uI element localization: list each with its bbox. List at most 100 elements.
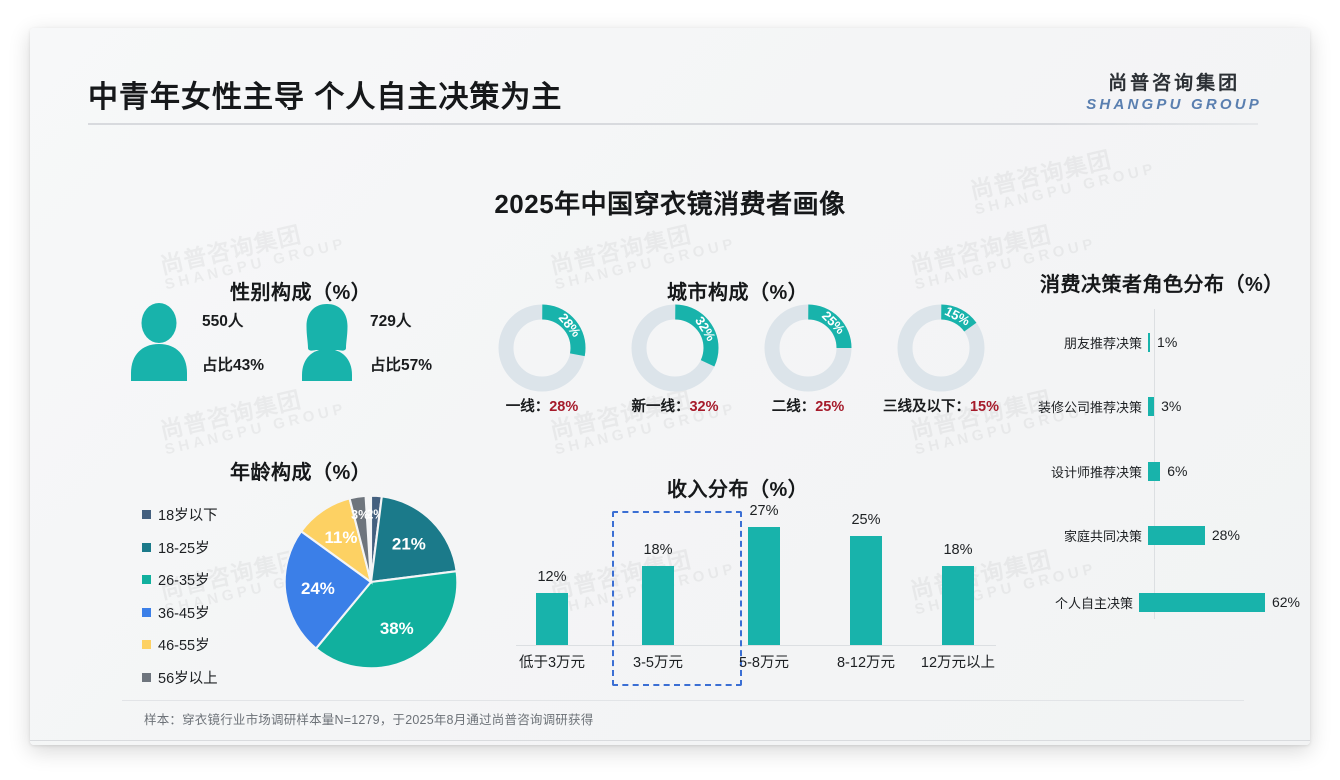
pie-slice (314, 569, 459, 670)
header: 中青年女性主导 个人自主决策为主 尚普咨询集团 SHANGPU GROUP (30, 28, 1310, 120)
pie-slice-label: 3% (351, 508, 369, 522)
donut-value-arc (631, 304, 719, 392)
gender-female-count: 729人 (370, 313, 412, 330)
income-bar-category: 12万元以上 (920, 655, 996, 671)
logo-chinese-text: 尚普咨询集团 (1108, 73, 1241, 94)
decision-row-value: 28% (1211, 527, 1240, 543)
income-bar (642, 566, 674, 645)
income-bar (748, 527, 780, 645)
income-bar-value: 27% (749, 503, 779, 519)
decision-row-bar (1148, 525, 1205, 545)
gender-male-text: 550人 占比43% (202, 309, 264, 375)
gender-male-share: 占比43% (202, 357, 265, 374)
donut-caption-name: 一线： (505, 399, 550, 415)
legend-item: 26-35岁 (142, 569, 218, 590)
decision-row-label: 个人自主决策 (1054, 595, 1133, 611)
decision-row: 装修公司推荐决策 3% (1030, 395, 1300, 417)
decision-row-label: 装修公司推荐决策 (1037, 399, 1142, 415)
donut-value-arc (764, 304, 852, 392)
gender-section-title: 性别构成（%） (230, 282, 372, 304)
income-bar (536, 592, 568, 645)
decision-row: 家庭共同决策 28% (1030, 524, 1300, 546)
gender-female-text: 729人 占比57% (370, 309, 432, 375)
income-distribution-chart: 12% 低于3万元 18% 3-5万元 27% 5-8万元 25% 8-12万元 18% 12万元… (492, 473, 1012, 693)
city-donut-4: 15% 三线及以下：15% (883, 303, 999, 415)
income-bar-value: 12% (537, 568, 567, 585)
income-bar-value: 18% (943, 542, 973, 559)
gender-male-count: 550人 (202, 313, 244, 330)
legend-item: 18-25岁 (142, 537, 218, 558)
income-highlight-box (612, 511, 742, 686)
legend-swatch (142, 575, 151, 584)
decision-section-title: 消费决策者角色分布（%） (1040, 274, 1284, 296)
decision-row-bar (1148, 396, 1155, 416)
logo-english-text: SHANGPU GROUP (1086, 96, 1262, 113)
donut-value-arc (498, 304, 586, 392)
header-divider (88, 123, 1258, 125)
legend-label: 56岁以上 (158, 670, 218, 687)
pie-slice (348, 494, 373, 583)
age-pie-svg: 2%21%38%24%11%3% (283, 494, 459, 670)
legend-swatch (142, 672, 151, 682)
decision-row-value: 3% (1161, 398, 1182, 414)
donut-caption: 三线及以下：15% (883, 395, 999, 416)
income-bar-category: 3-5万元 (633, 655, 683, 671)
income-baseline (516, 645, 996, 646)
legend-label: 18-25岁 (158, 540, 210, 557)
city-donut-1: 28% 一线：28% (492, 303, 592, 415)
donut-caption: 一线：28% (506, 395, 579, 416)
legend-label: 46-55岁 (158, 638, 210, 654)
donut-caption: 二线：25% (772, 395, 845, 416)
legend-label: 36-45岁 (158, 605, 210, 622)
donut-caption-name: 新一线： (631, 399, 690, 415)
chart-main-title: 2025年中国穿衣镜消费者画像 (494, 189, 846, 219)
legend-item: 46-55岁 (142, 634, 218, 655)
income-bar (850, 535, 882, 645)
decision-row-bar (1138, 592, 1265, 612)
decision-row-label: 设计师推荐决策 (1050, 464, 1142, 480)
legend-swatch (142, 640, 151, 649)
decision-row-value: 62% (1271, 594, 1300, 610)
legend-label: 26-35岁 (158, 573, 210, 589)
donut-caption-value: 28% (549, 399, 579, 415)
city-donut-3: 25% 二线：25% (758, 303, 858, 415)
pie-slice-label: 11% (324, 528, 357, 547)
pie-slice-label: 21% (392, 534, 426, 553)
city-donut-2: 32% 新一线：32% (625, 303, 725, 415)
decision-role-chart: 朋友推荐决策 1% 装修公司推荐决策 3% 设计师推荐决策 6% 家庭共同决策 28% 个人自主… (1030, 303, 1300, 633)
decision-row: 设计师推荐决策 6% (1030, 460, 1300, 482)
donut-track (897, 304, 985, 392)
legend-item: 18岁以下 (142, 504, 218, 525)
donut-caption-value: 15% (969, 399, 1000, 415)
donut-caption-value: 32% (689, 399, 719, 415)
donut-caption-name: 二线： (771, 399, 816, 415)
age-section-title: 年龄构成（%） (230, 462, 372, 484)
income-bar-category: 5-8万元 (739, 655, 789, 671)
legend-label: 18岁以下 (158, 508, 218, 524)
legend-swatch (142, 542, 151, 552)
pie-slice (369, 495, 458, 584)
decision-row-bar (1148, 461, 1161, 481)
decision-row-value: 1% (1157, 334, 1178, 350)
decision-row-value: 6% (1167, 463, 1188, 479)
decision-row-label: 家庭共同决策 (1063, 528, 1142, 544)
income-bar (942, 566, 974, 645)
page-title: 中青年女性主导 个人自主决策为主 (88, 81, 563, 114)
age-legend: 18岁以下 18-25岁 26-35岁 36-45岁 46-55岁 56岁以上 (142, 504, 218, 699)
decision-row: 个人自主决策 62% (1030, 591, 1300, 613)
donut-caption-value: 25% (815, 399, 845, 415)
donut-caption: 新一线：32% (631, 395, 718, 416)
income-section-title: 收入分布（%） (667, 479, 809, 501)
pie-slice-label: 24% (301, 579, 335, 598)
footnote-divider (122, 700, 1244, 701)
footer-divider (30, 740, 1310, 741)
donut-caption-name: 三线及以下： (882, 399, 970, 415)
legend-item: 56岁以上 (142, 667, 218, 688)
legend-swatch (142, 607, 151, 617)
income-bar-value: 25% (851, 511, 881, 528)
decision-row: 朋友推荐决策 1% (1030, 331, 1300, 353)
city-section-title: 城市构成（%） (667, 282, 809, 304)
female-silhouette-icon (302, 304, 352, 381)
income-bar-category: 低于3万元 (518, 655, 586, 671)
